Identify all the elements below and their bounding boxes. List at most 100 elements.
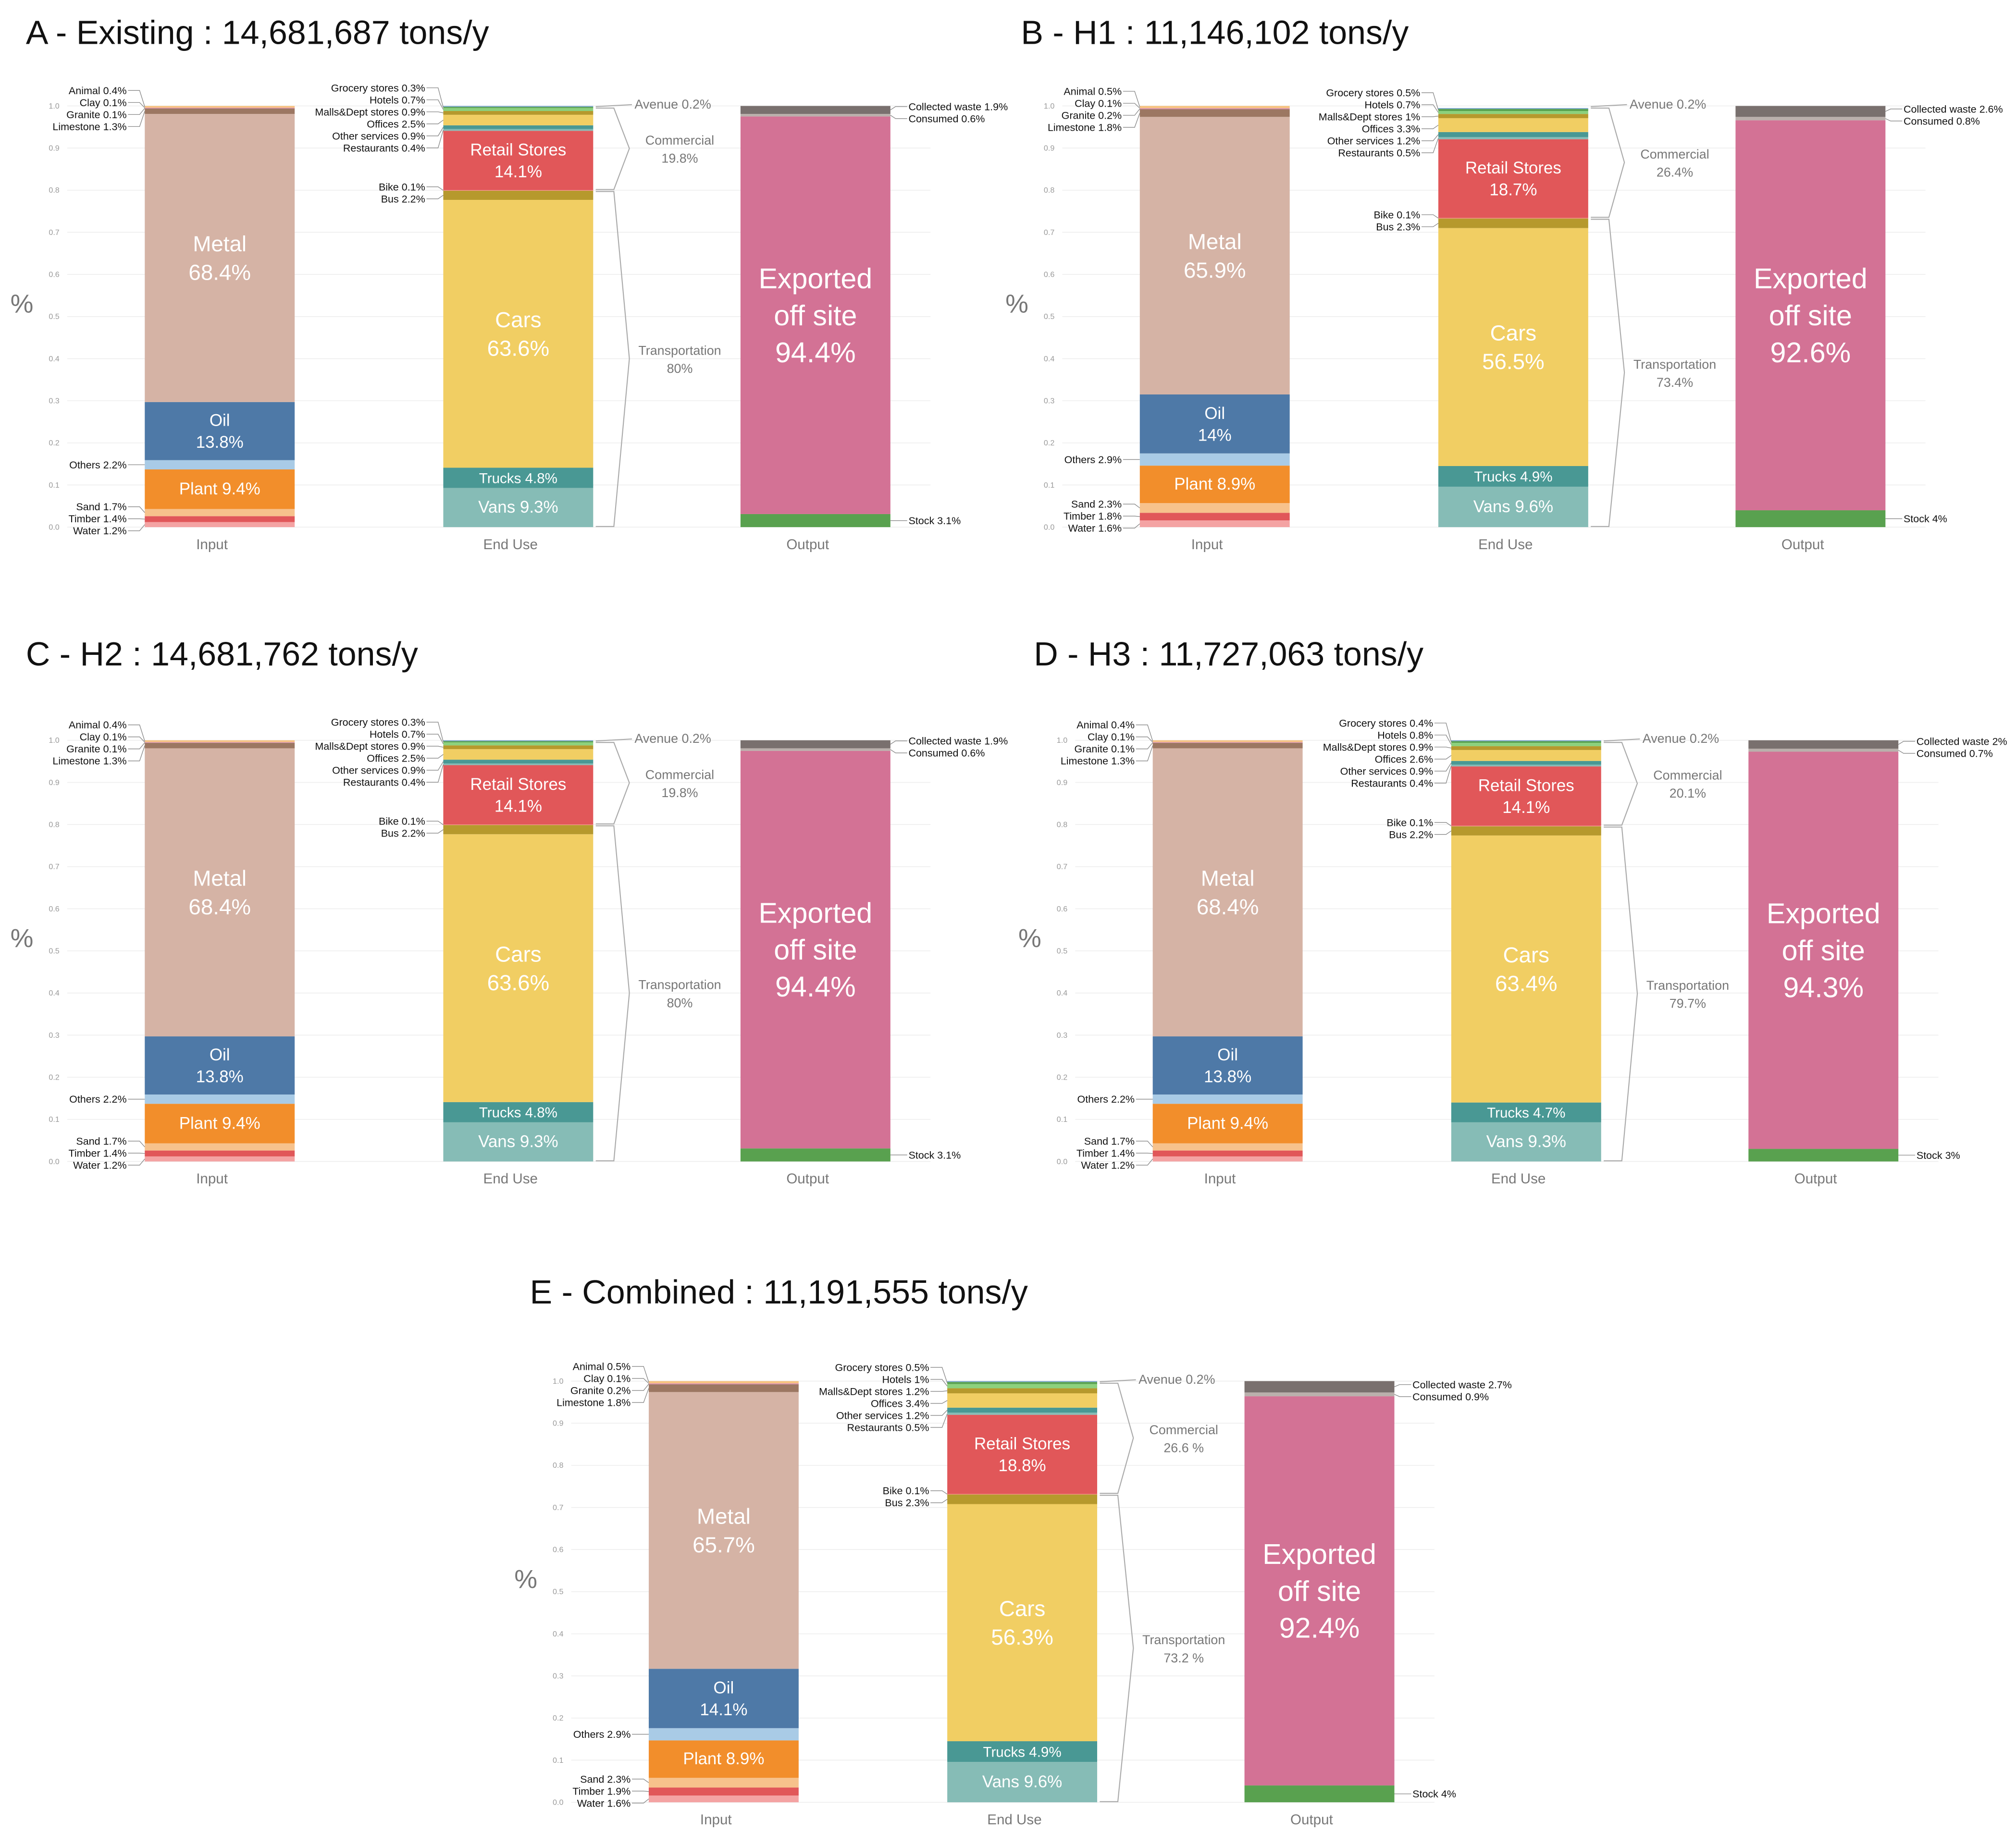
segment-offices	[443, 749, 594, 760]
category-label-output: Output	[1290, 1812, 1333, 1828]
segment-avenue	[443, 740, 594, 741]
leader-line	[1885, 118, 1903, 122]
group-label-avenue: Avenue 0.2%	[634, 731, 711, 746]
callout-label-hotels: Hotels 0.8%	[1377, 729, 1433, 741]
group-value-transportation: 73.4%	[1657, 375, 1693, 390]
segment-value-oil: 13.8%	[196, 433, 244, 452]
segment-exported-off-site	[1244, 1396, 1395, 1786]
segment-label-exported-off-site: Exported	[758, 897, 872, 929]
segment-water	[648, 1795, 799, 1803]
group-label-avenue: Avenue 0.2%	[634, 97, 711, 111]
segment-consumed	[740, 114, 891, 117]
leader-line	[1898, 741, 1916, 745]
segment-label-retail-stores: Retail Stores	[1465, 159, 1561, 177]
segment-stock	[1748, 1149, 1899, 1162]
y-tick-label: 0.0	[553, 1798, 563, 1807]
category-label-output: Output	[786, 1171, 829, 1187]
category-label-end-use: End Use	[987, 1812, 1041, 1828]
callout-label-limestone: Limestone 1.3%	[52, 121, 126, 133]
leader-line	[1434, 762, 1452, 772]
callout-label-bus: Bus 2.3%	[885, 1497, 929, 1509]
y-tick-label: 0.8	[553, 1461, 563, 1470]
callout-label-grocery-stores: Grocery stores 0.4%	[1339, 717, 1433, 729]
segment-vans	[443, 1122, 594, 1162]
segment-avenue	[443, 106, 594, 107]
segment-clay	[648, 1383, 799, 1384]
y-tick-label: 0.5	[49, 947, 59, 955]
callout-label-sand: Sand 1.7%	[1084, 1136, 1135, 1147]
panel-title: B - H1 : 11,146,102 tons/y	[1021, 13, 1409, 51]
segment-clay	[1139, 108, 1290, 109]
input-bar: Plant 9.4% Oil 13.8% Metal 68.4% Animal 0.4%C…	[52, 719, 295, 1171]
callout-label-restaurants: Restaurants 0.5%	[847, 1422, 929, 1433]
leader-line	[632, 1384, 649, 1391]
callout-label-stock: Stock 4%	[1904, 513, 1947, 525]
leader-line	[1434, 735, 1452, 745]
panel-title: A - Existing : 14,681,687 tons/y	[26, 13, 489, 51]
group-line	[1604, 738, 1640, 742]
callout-label-water: Water 1.2%	[73, 525, 127, 537]
callout-label-restaurants: Restaurants 0.4%	[343, 142, 425, 154]
segment-grocery-stores	[947, 1382, 1098, 1384]
y-tick-label: 1.0	[49, 736, 59, 745]
segment-value-cars: 56.3%	[991, 1625, 1053, 1649]
callout-label-sand: Sand 1.7%	[76, 501, 126, 513]
callout-label-timber: Timber 1.4%	[69, 1148, 127, 1159]
segment-oil	[1152, 1036, 1303, 1095]
input-bar: Plant 8.9% Oil 14.1% Metal 65.7% Animal 0.5%C…	[557, 1361, 799, 1809]
group-bracket	[595, 107, 630, 190]
y-tick-label: 0.4	[1057, 989, 1067, 997]
segment-limestone	[648, 1384, 799, 1392]
callout-label-bike: Bike 0.1%	[883, 1485, 929, 1497]
y-axis-label: %	[11, 290, 34, 319]
segment-value-cars: 63.6%	[487, 336, 550, 360]
y-tick-label: 0.7	[49, 228, 59, 237]
segment-label-metal: Metal	[697, 1504, 751, 1529]
callout-label-grocery-stores: Grocery stores 0.5%	[1326, 87, 1420, 98]
callout-label-consumed: Consumed 0.8%	[1904, 115, 1980, 127]
segment-malls-dept-stores	[443, 111, 594, 115]
group-label-commercial: Commercial	[645, 767, 714, 782]
segment-oil	[648, 1669, 799, 1728]
callout-label-timber: Timber 1.8%	[1064, 511, 1122, 522]
y-tick-label: 0.8	[49, 820, 59, 829]
callout-label-hotels: Hotels 0.7%	[370, 94, 425, 106]
segment-label-oil: Oil	[210, 411, 230, 430]
callout-label-timber: Timber 1.4%	[1076, 1148, 1135, 1159]
segment-offices	[947, 1393, 1098, 1408]
callout-label-hotels: Hotels 1%	[882, 1374, 929, 1385]
segment-water	[145, 522, 295, 528]
segment-timber	[1152, 1150, 1303, 1156]
segment-consumed	[1748, 749, 1899, 752]
output-bar: Exported off site 92.6% Collected waste 2.6…	[1735, 103, 2003, 528]
leader-line	[1421, 115, 1439, 117]
segment-limestone	[145, 743, 295, 749]
segment-avenue	[1438, 108, 1588, 109]
input-bar: Plant 8.9% Oil 14% Metal 65.9% Animal 0.5%Cla…	[1048, 86, 1290, 534]
category-label-output: Output	[786, 537, 829, 553]
segment-label-cars: Cars	[495, 307, 542, 332]
segment-plant	[648, 1740, 799, 1778]
segment-cars	[443, 834, 594, 1102]
leader-line	[1434, 755, 1452, 760]
segment-label-exported-off-site: off site	[1782, 934, 1865, 966]
segment-label-trucks: Trucks 4.9%	[1474, 469, 1552, 485]
segment-vans	[443, 488, 594, 528]
leader-line	[426, 111, 444, 113]
segment-animal	[1152, 740, 1303, 742]
segment-limestone	[1139, 109, 1290, 117]
callout-label-offices: Offices 2.6%	[1375, 753, 1433, 765]
segment-plant	[145, 1104, 295, 1143]
segment-label-trucks: Trucks 4.7%	[1487, 1105, 1565, 1121]
leader-line	[1136, 1153, 1153, 1154]
callout-label-timber: Timber 1.4%	[69, 513, 127, 525]
leader-line	[128, 736, 145, 743]
segment-value-exported-off-site: 94.4%	[775, 336, 856, 369]
callout-label-consumed: Consumed 0.9%	[1412, 1391, 1489, 1402]
group-bracket	[595, 742, 630, 824]
leader-line	[1136, 736, 1153, 743]
segment-stock	[1244, 1785, 1395, 1803]
callout-label-limestone: Limestone 1.8%	[557, 1397, 631, 1409]
segment-hotels	[1438, 111, 1588, 114]
segment-label-plant: Plant 9.4%	[1187, 1114, 1268, 1132]
